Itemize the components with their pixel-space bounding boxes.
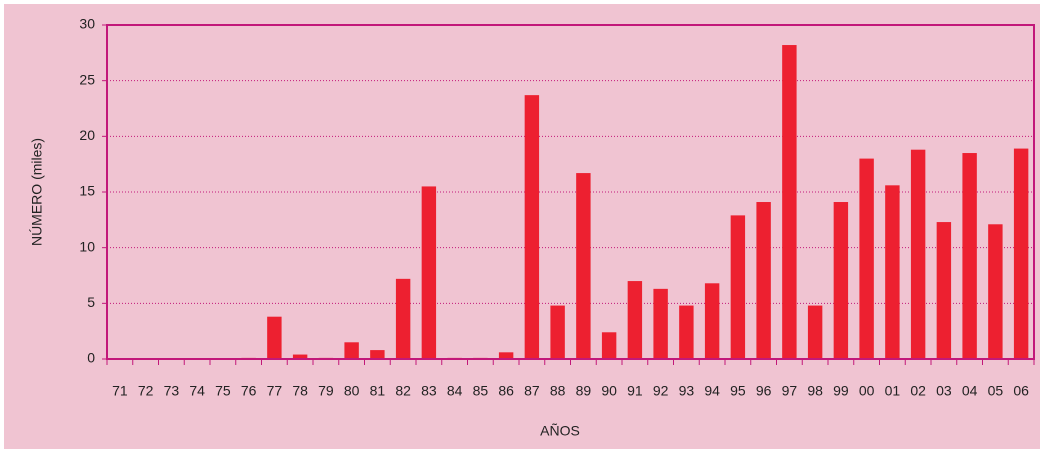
bar [550,305,565,359]
x-tick-label: 06 [1013,383,1029,399]
x-tick-label: 88 [550,383,566,399]
x-tick-label: 76 [241,383,257,399]
bar [524,95,540,359]
bar [267,316,282,359]
x-tick-label: 71 [112,383,128,399]
x-tick-label: 72 [138,383,154,399]
bar [704,283,720,359]
x-axis-label: AÑOS [540,423,580,439]
bar [859,158,874,359]
bar [885,185,900,359]
x-tick-label: 97 [782,383,798,399]
bar [576,173,591,359]
y-tick-label: 15 [79,183,95,199]
x-tick-label: 77 [267,383,283,399]
x-tick-label: 05 [988,383,1004,399]
x-tick-label: 82 [395,383,411,399]
bar [756,202,771,359]
x-tick-label: 93 [679,383,695,399]
bar [730,215,746,359]
bar [988,224,1003,359]
y-tick-label: 10 [79,238,95,254]
y-tick-label: 0 [87,350,95,366]
x-tick-label: 84 [447,383,463,399]
bar [653,288,668,359]
bar [498,352,514,359]
x-tick-label: 04 [962,383,978,399]
x-tick-label: 92 [653,383,669,399]
x-tick-label: 80 [344,383,360,399]
x-tick-label: 00 [859,383,875,399]
x-tick-label: 03 [936,383,952,399]
bar [627,281,643,359]
x-tick-label: 99 [833,383,849,399]
bar [962,153,977,359]
x-tick-label: 01 [885,383,901,399]
bar [370,350,385,359]
bar [395,278,411,359]
bar [344,342,359,359]
bar [601,332,617,359]
bar [1013,148,1029,359]
x-tick-label: 87 [524,383,540,399]
y-axis-label: NÚMERO (miles) [29,138,45,246]
x-tick-label: 98 [807,383,823,399]
x-tick-label: 96 [756,383,772,399]
bar [833,202,849,359]
x-tick-label: 89 [576,383,592,399]
y-tick-label: 5 [87,294,95,310]
x-tick-label: 78 [292,383,308,399]
x-tick-label: 94 [704,383,720,399]
x-tick-label: 91 [627,383,643,399]
y-tick-label: 25 [79,71,95,87]
plot-frame [106,24,1035,360]
bar [679,305,694,359]
bar [292,354,308,359]
x-tick-label: 81 [370,383,386,399]
bar [936,222,952,359]
x-tick-label: 83 [421,383,437,399]
bar [807,305,823,359]
y-tick-label: 30 [79,16,95,32]
bar [782,45,797,359]
x-tick-label: 73 [164,383,180,399]
x-tick-label: 75 [215,383,231,399]
x-tick-label: 95 [730,383,746,399]
x-tick-label: 85 [473,383,489,399]
x-tick-label: 86 [498,383,514,399]
x-tick-label: 02 [910,383,926,399]
bar [421,186,437,359]
x-tick-label: 79 [318,383,334,399]
y-tick-label: 20 [79,127,95,143]
x-tick-label: 74 [189,383,205,399]
bar [910,149,926,359]
x-tick-label: 90 [601,383,617,399]
